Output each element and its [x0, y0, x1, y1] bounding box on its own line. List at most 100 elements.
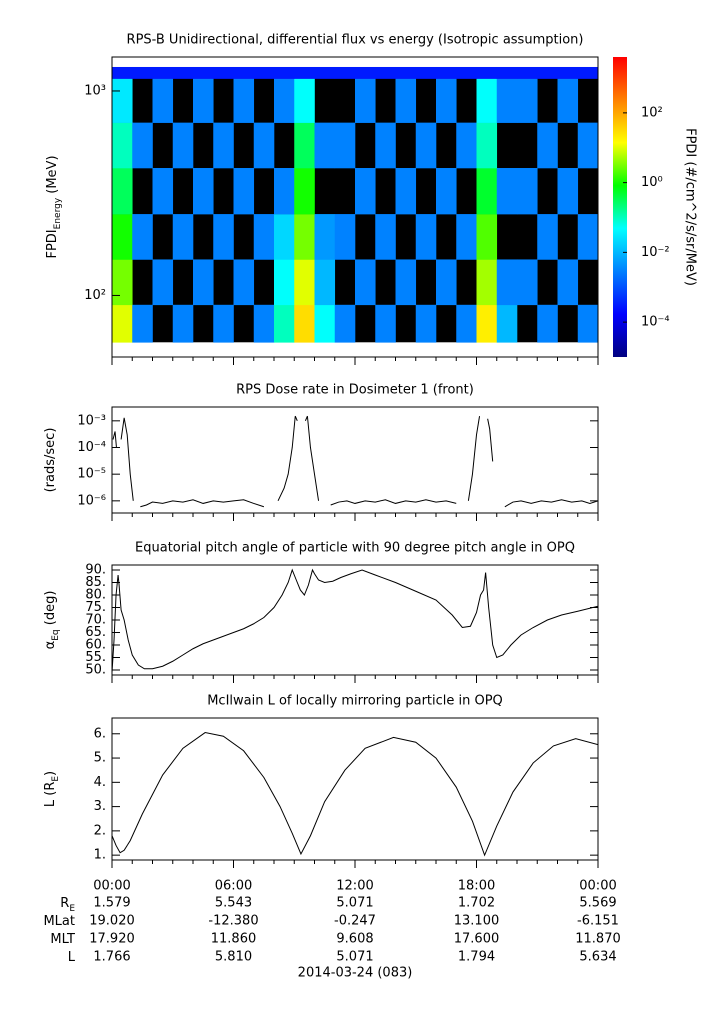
x-tick-label: 18:00 [458, 879, 495, 894]
label-subscript: E [51, 776, 61, 782]
y-tick-label: 80. [85, 588, 106, 603]
heatmap-cell [334, 122, 356, 169]
label-part: R [60, 896, 69, 911]
x-tick-label: 12:00 [336, 879, 373, 894]
y-tick-label: 10⁻⁵ [77, 467, 106, 482]
heatmap-cell [274, 214, 295, 260]
heatmap-cell [496, 168, 518, 215]
heatmap-cell [476, 168, 498, 215]
heatmap-cell [476, 66, 498, 79]
label-part: (MeV) [45, 155, 60, 197]
y-axis-label: (rads/sec) [43, 428, 58, 493]
data-line [112, 415, 598, 508]
label-part: MLat [43, 914, 75, 929]
y-tick-label: 10² [84, 288, 106, 303]
table-value: 11.870 [575, 932, 621, 947]
data-line [112, 568, 598, 673]
y-tick-label: 65. [85, 625, 106, 640]
heatmap-cell [233, 168, 255, 215]
heatmap-cell [557, 66, 579, 79]
heatmap-cell [132, 122, 153, 169]
heatmap-cell [274, 304, 295, 343]
y-tick-label: 6. [94, 726, 106, 741]
table-value: 5.569 [579, 896, 616, 911]
y-axis-label: FPDIEnergy (MeV) [45, 155, 63, 258]
table-value: 17.600 [454, 932, 500, 947]
heatmap-cell [456, 122, 477, 169]
heatmap-cell [436, 66, 457, 79]
table-value: -12.380 [208, 914, 258, 929]
heatmap-cell [193, 168, 214, 215]
heatmap-cell [152, 168, 174, 215]
heatmap-cell [172, 214, 194, 260]
colorbar-tick-label: 10⁻² [641, 245, 670, 260]
heatmap-cell [253, 66, 275, 79]
x-tick-label: 00:00 [579, 879, 616, 894]
label-part: ) [43, 771, 58, 776]
heatmap-cell [253, 122, 275, 169]
y-tick-label: 75. [85, 600, 106, 615]
label-part: (deg) [43, 591, 58, 630]
heatmap-cell [233, 78, 255, 123]
heatmap-cell [112, 214, 133, 260]
row-label: RE [60, 896, 75, 914]
heatmap-cell [213, 214, 234, 260]
heatmap-cell [233, 66, 255, 79]
y-tick-label: 55. [85, 650, 106, 665]
heatmap-cell [294, 78, 315, 123]
heatmap-cell [213, 304, 234, 343]
heatmap-cell [274, 66, 295, 79]
y-tick-label: 70. [85, 613, 106, 628]
heatmap-cell [577, 214, 598, 260]
table-value: 5.543 [215, 896, 252, 911]
heatmap-cell [577, 66, 598, 79]
label-subscript: Energy [53, 197, 63, 229]
chart-title: McIlwain L of locally mirroring particle… [207, 694, 503, 709]
heatmap-cell [334, 66, 356, 79]
heatmap [112, 66, 598, 343]
heatmap-cell [456, 66, 477, 79]
date-label: 2014-03-24 (083) [298, 966, 413, 981]
table-value: -0.247 [334, 914, 376, 929]
heatmap-cell [193, 259, 214, 306]
heatmap-cell [355, 66, 376, 79]
y-tick-label: 4. [94, 775, 106, 790]
heatmap-cell [415, 214, 437, 260]
y-tick-label: 10³ [84, 83, 106, 98]
y-tick-label: 90. [85, 563, 106, 578]
heatmap-cell [334, 214, 356, 260]
heatmap-cell [193, 66, 214, 79]
chart-title: RPS-B Unidirectional, differential flux … [127, 33, 584, 48]
y-tick-label: 2. [94, 823, 106, 838]
heatmap-cell [375, 304, 396, 343]
y-tick-label: 85. [85, 575, 106, 590]
colorbar-tick-label: 10⁰ [641, 175, 663, 190]
heatmap-cell [355, 259, 376, 306]
label-subscript: E [69, 904, 75, 914]
heatmap-cell [476, 78, 498, 123]
heatmap-cell [334, 304, 356, 343]
heatmap-cell [172, 122, 194, 169]
heatmap-cell [395, 66, 417, 79]
heatmap-cell [517, 66, 538, 79]
heatmap-cell [375, 66, 396, 79]
table-value: 1.702 [458, 896, 495, 911]
heatmap-cell [294, 66, 315, 79]
colorbar [613, 57, 627, 357]
heatmap-cell [294, 214, 315, 260]
heatmap-cell [314, 122, 336, 169]
heatmap-cell [233, 259, 255, 306]
heatmap-cell [395, 259, 417, 306]
heatmap-cell [415, 66, 437, 79]
heatmap-cell [415, 304, 437, 343]
heatmap-cell [375, 122, 396, 169]
heatmap-cell [537, 214, 558, 260]
heatmap-cell [395, 168, 417, 215]
heatmap-cell [274, 168, 295, 215]
table-value: 1.579 [93, 896, 130, 911]
heatmap-cell [476, 122, 498, 169]
heatmap-cell [557, 168, 579, 215]
label-part: FPDI [45, 229, 60, 258]
y-tick-label: 60. [85, 638, 106, 653]
